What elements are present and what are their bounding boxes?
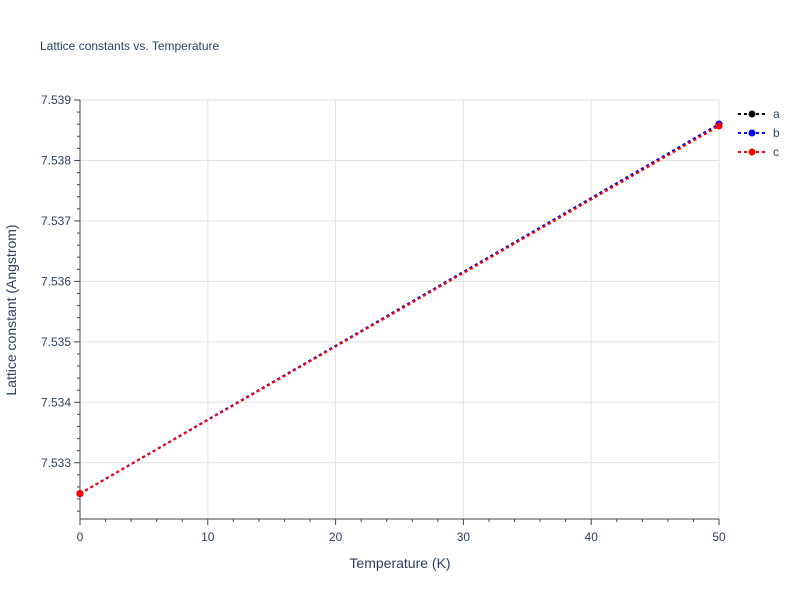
legend-marker-b [748, 129, 756, 137]
y-tick-label: 7.537 [41, 214, 71, 228]
y-tick-label: 7.539 [41, 93, 71, 107]
x-axis-label: Temperature (K) [349, 555, 450, 571]
data-point-c [76, 490, 84, 498]
y-tick-label: 7.536 [41, 274, 71, 288]
y-tick-label: 7.538 [41, 153, 71, 167]
y-axis-label: Lattice constant (Angstrom) [3, 224, 19, 395]
y-tick-label: 7.534 [41, 395, 71, 409]
legend[interactable]: abc [738, 107, 780, 159]
x-tick-label: 40 [585, 530, 599, 544]
legend-label-a: a [773, 107, 780, 121]
grid [80, 99, 720, 519]
legend-label-b: b [773, 126, 780, 140]
chart-title: Lattice constants vs. Temperature [40, 39, 220, 53]
data-point-c [715, 122, 723, 130]
legend-marker-c [748, 148, 756, 156]
y-tick-label: 7.533 [41, 456, 71, 470]
series-line-c [79, 125, 720, 495]
x-tick-label: 10 [201, 530, 215, 544]
y-tick-label: 7.535 [41, 335, 71, 349]
x-tick-label: 0 [77, 530, 84, 544]
series-layer [76, 120, 723, 498]
x-tick-label: 30 [457, 530, 471, 544]
legend-label-c: c [773, 145, 779, 159]
legend-marker-a [748, 110, 756, 118]
axes: 0 10 20 30 40 50 7.533 7.534 7.535 7.536 7.537 7.53… [41, 93, 726, 544]
x-tick-label: 20 [329, 530, 343, 544]
x-tick-label: 50 [712, 530, 726, 544]
